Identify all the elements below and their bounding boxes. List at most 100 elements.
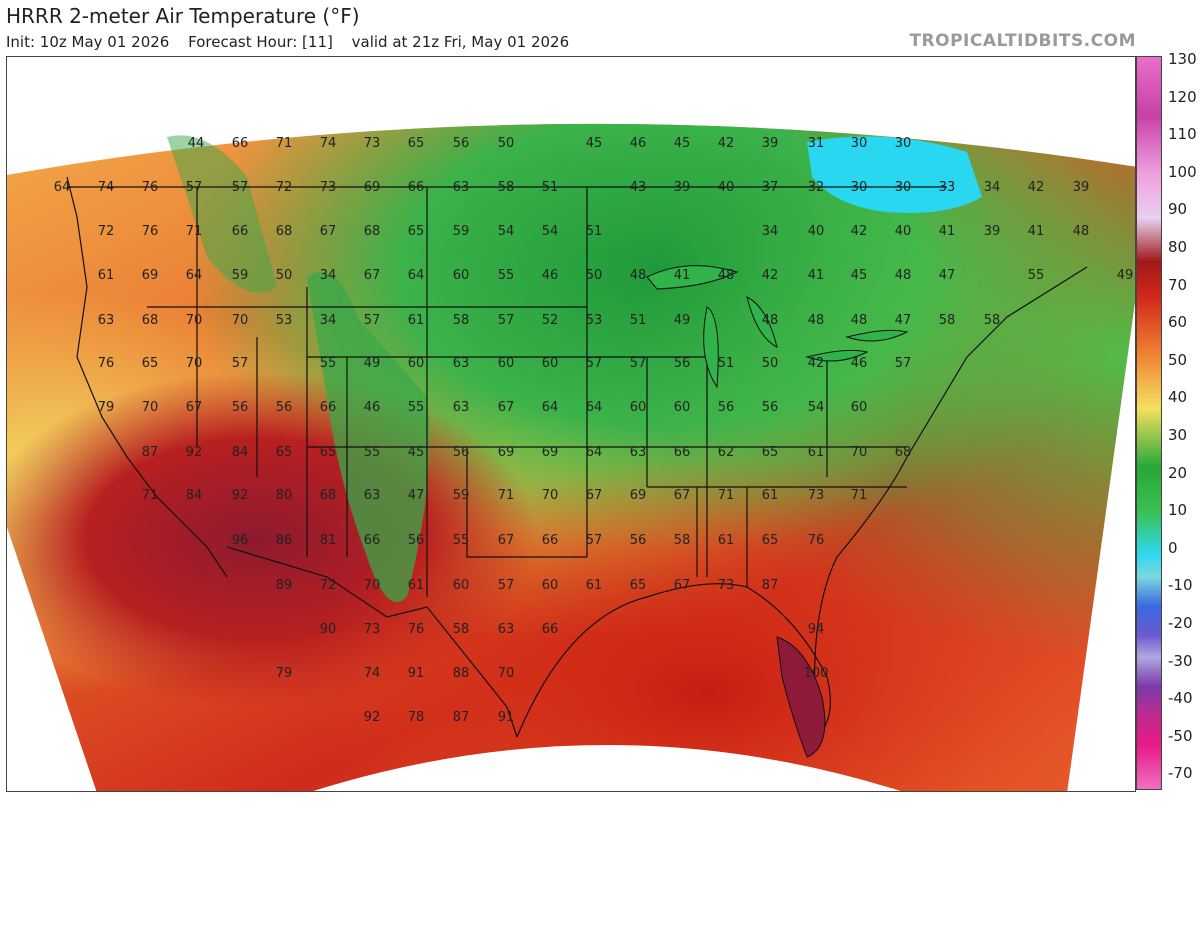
temperature-value: 57 xyxy=(364,313,381,328)
temperature-value: 71 xyxy=(851,488,868,503)
temperature-value: 63 xyxy=(453,400,470,415)
colorbar-label: -70 xyxy=(1168,764,1193,783)
temperature-value: 60 xyxy=(630,400,647,415)
colorbar-label: -20 xyxy=(1168,614,1193,632)
temperature-value: 68 xyxy=(276,224,293,239)
temperature-value: 71 xyxy=(498,488,515,503)
temperature-value: 55 xyxy=(408,400,425,415)
temperature-value: 56 xyxy=(453,445,470,460)
temperature-value: 60 xyxy=(453,578,470,593)
temperature-value: 89 xyxy=(276,578,293,593)
temperature-value: 40 xyxy=(808,224,825,239)
temperature-value: 79 xyxy=(276,666,293,681)
colorbar-label: 120 xyxy=(1168,87,1197,106)
temperature-value: 84 xyxy=(232,445,249,460)
temperature-value: 60 xyxy=(851,400,868,415)
temperature-value: 64 xyxy=(586,445,603,460)
temperature-value: 60 xyxy=(674,400,691,415)
temperature-value: 33 xyxy=(939,180,956,195)
temperature-value: 70 xyxy=(186,356,203,371)
cold-region xyxy=(807,136,982,213)
temperature-value: 66 xyxy=(408,180,425,195)
temperature-value: 56 xyxy=(408,533,425,548)
temperature-value: 67 xyxy=(674,578,691,593)
temperature-value: 66 xyxy=(320,400,337,415)
temperature-value: 70 xyxy=(186,313,203,328)
temperature-value: 30 xyxy=(895,180,912,195)
temperature-map[interactable]: 44 66 71 74 73 65 56 50 45 46 45 42 39 31 30 30 64 74 76 57… xyxy=(6,56,1136,792)
temperature-value: 42 xyxy=(808,356,825,371)
temperature-value: 56 xyxy=(276,400,293,415)
temperature-value: 61 xyxy=(586,578,603,593)
temperature-value: 45 xyxy=(851,268,868,283)
temperature-value: 61 xyxy=(718,533,735,548)
temperature-value: 73 xyxy=(718,578,735,593)
temperature-value: 69 xyxy=(364,180,381,195)
temperature-value: 63 xyxy=(630,445,647,460)
temperature-value: 86 xyxy=(276,533,293,548)
temperature-value: 52 xyxy=(542,313,559,328)
colorbar-label: -40 xyxy=(1168,689,1193,708)
temperature-value: 81 xyxy=(320,533,337,548)
temperature-value: 61 xyxy=(808,445,825,460)
temperature-value: 70 xyxy=(364,578,381,593)
temperature-value: 31 xyxy=(808,136,825,151)
temperature-value: 79 xyxy=(98,400,115,415)
valid-time: valid at 21z Fri, May 01 2026 xyxy=(351,33,570,51)
temperature-value: 56 xyxy=(674,356,691,371)
temperature-value: 58 xyxy=(498,180,515,195)
temperature-value: 56 xyxy=(762,400,779,415)
temperature-value: 58 xyxy=(453,622,470,637)
temperature-value: 46 xyxy=(542,268,559,283)
temperature-value: 88 xyxy=(453,666,470,681)
temperature-value: 70 xyxy=(232,313,249,328)
temperature-value: 48 xyxy=(851,313,868,328)
temperature-value: 56 xyxy=(718,400,735,415)
temperature-value: 54 xyxy=(542,224,559,239)
temperature-value: 65 xyxy=(276,445,293,460)
colorbar-label: 30 xyxy=(1168,426,1188,444)
temperature-value: 51 xyxy=(718,356,735,371)
temperature-value: 92 xyxy=(186,445,203,460)
temperature-value: 55 xyxy=(364,445,381,460)
temperature-value: 54 xyxy=(808,400,825,415)
colorbar-label: 10 xyxy=(1168,501,1188,520)
temperature-value: 57 xyxy=(586,533,603,548)
temperature-value: 69 xyxy=(142,268,159,283)
temperature-value: 67 xyxy=(186,400,203,415)
temperature-value: 63 xyxy=(98,313,115,328)
temperature-value: 76 xyxy=(408,622,425,637)
colorbar-label: -50 xyxy=(1168,726,1193,745)
temperature-value: 64 xyxy=(408,268,425,283)
temperature-value: 51 xyxy=(586,224,603,239)
temperature-value: 70 xyxy=(851,445,868,460)
temperature-value: 56 xyxy=(453,136,470,151)
temperature-value: 63 xyxy=(453,180,470,195)
temperature-value: 58 xyxy=(453,313,470,328)
temperature-value: 65 xyxy=(630,578,647,593)
temperature-value: 55 xyxy=(1028,268,1045,283)
temperature-value: 45 xyxy=(674,136,691,151)
temperature-value: 56 xyxy=(232,400,249,415)
temperature-value: 51 xyxy=(630,313,647,328)
temperature-value: 68 xyxy=(364,224,381,239)
temperature-value: 60 xyxy=(542,356,559,371)
temperature-value: 69 xyxy=(498,445,515,460)
temperature-value: 30 xyxy=(895,136,912,151)
florida xyxy=(776,636,826,758)
temperature-value: 73 xyxy=(364,622,381,637)
brand-watermark: TROPICALTIDBITS.COM xyxy=(909,31,1136,51)
temperature-value: 48 xyxy=(808,313,825,328)
temperature-value: 66 xyxy=(674,445,691,460)
temperature-value: 74 xyxy=(320,136,337,151)
temperature-value: 94 xyxy=(808,622,825,637)
temperature-value: 57 xyxy=(498,578,515,593)
temperature-value: 60 xyxy=(408,356,425,371)
temperature-value: 50 xyxy=(276,268,293,283)
temperature-value: 53 xyxy=(586,313,603,328)
temperature-value: 57 xyxy=(586,356,603,371)
temperature-value: 68 xyxy=(142,313,159,328)
temperature-value: 66 xyxy=(232,224,249,239)
temperature-value: 46 xyxy=(630,136,647,151)
temperature-value: 72 xyxy=(276,180,293,195)
